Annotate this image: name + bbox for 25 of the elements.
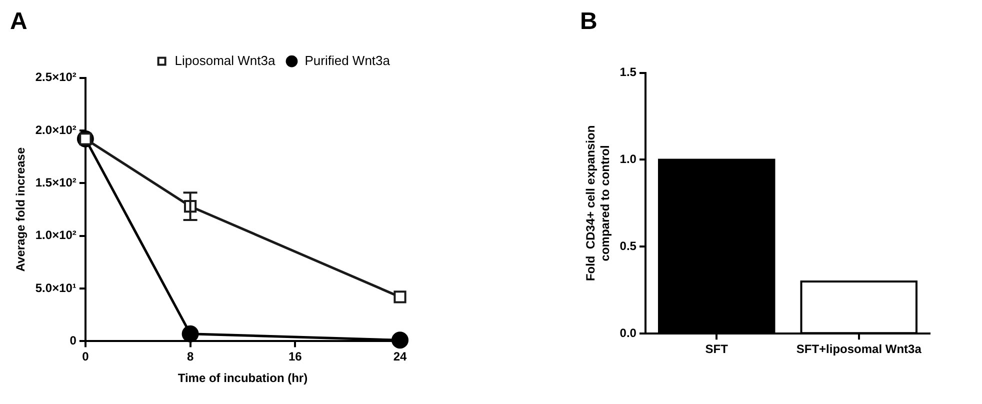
x-tick-label: SFT+liposomal Wnt3a xyxy=(796,342,922,356)
y-tick-label: 2.5×10² xyxy=(35,70,76,84)
y-tick-label: 2.0×10² xyxy=(35,122,76,137)
point xyxy=(182,325,199,342)
x-tick-label: 8 xyxy=(186,350,194,364)
x-tick-label: SFT xyxy=(705,342,729,356)
chart-title: A xyxy=(10,8,28,36)
y-tick-label: 5.0×10¹ xyxy=(35,280,76,295)
legend-label: Purified Wnt3a xyxy=(304,52,391,68)
y-tick-label: 1.5 xyxy=(620,65,637,80)
legend-label: Liposomal Wnt3a xyxy=(174,52,276,68)
x-axis-title: Time of incubation (hr) xyxy=(178,371,308,386)
y-tick-label: 0.0 xyxy=(620,326,637,340)
x-tick-label: 16 xyxy=(288,350,302,364)
x-tick-label: 0 xyxy=(82,350,90,364)
y-axis-title: Fold CD34+ cell expansion compared to control xyxy=(584,125,612,282)
chart-title: B xyxy=(580,8,598,36)
y-tick-label: 1.0×10² xyxy=(35,228,76,242)
point xyxy=(394,290,406,304)
y-axis-title: Average fold increase xyxy=(14,147,28,272)
point xyxy=(392,332,408,349)
y-tick-label: 1.5×10² xyxy=(35,175,76,190)
y-tick-label: 0.5 xyxy=(620,238,637,253)
y-tick-label: 1.0 xyxy=(620,152,637,166)
x-tick-label: 24 xyxy=(393,350,407,364)
